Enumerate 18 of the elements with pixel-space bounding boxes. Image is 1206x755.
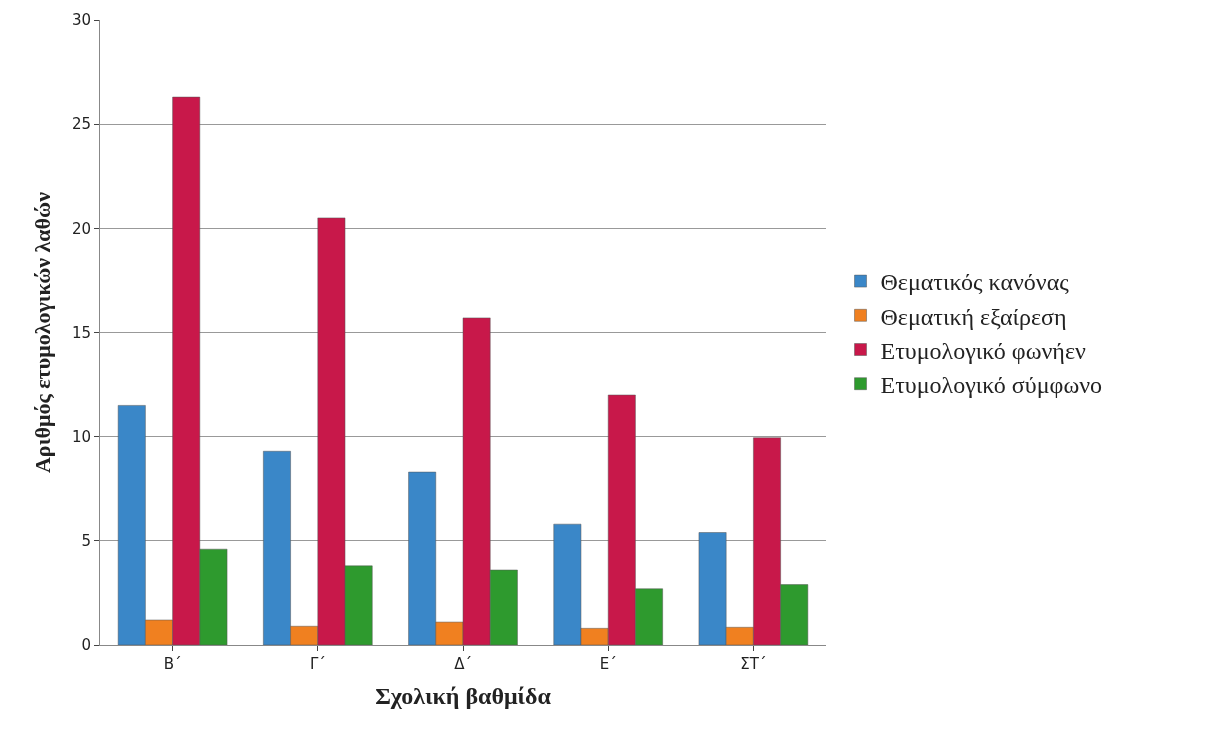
legend-label: Ετυμολογικό φωνήεν	[880, 337, 1086, 364]
y-tick-label: 15	[71, 323, 91, 342]
legend-label: Θεματικός κανόνας	[880, 269, 1070, 296]
y-tick-label: 0	[81, 636, 91, 655]
x-tick-label: Β΄	[163, 655, 182, 673]
x-axis-title: Σχολική βαθμίδα	[375, 683, 552, 710]
y-tick-label: 20	[71, 219, 91, 238]
y-axis-title: Αριθμός ετυμολογικών λαθών	[29, 191, 55, 474]
y-tick-label: 5	[81, 532, 91, 551]
legend-label: Ετυμολογικό σύμφωνο	[880, 372, 1103, 399]
x-tick-label: Ε΄	[599, 655, 617, 673]
x-tick-label: Γ΄	[309, 655, 326, 673]
y-tick-label: 30	[71, 11, 91, 30]
legend-label: Θεματική εξαίρεση	[880, 303, 1067, 330]
x-tick-label: Δ΄	[454, 655, 472, 673]
y-tick-label: 10	[71, 427, 91, 446]
x-tick-label: ΣΤ΄	[740, 655, 767, 673]
y-tick-label: 25	[71, 115, 91, 134]
